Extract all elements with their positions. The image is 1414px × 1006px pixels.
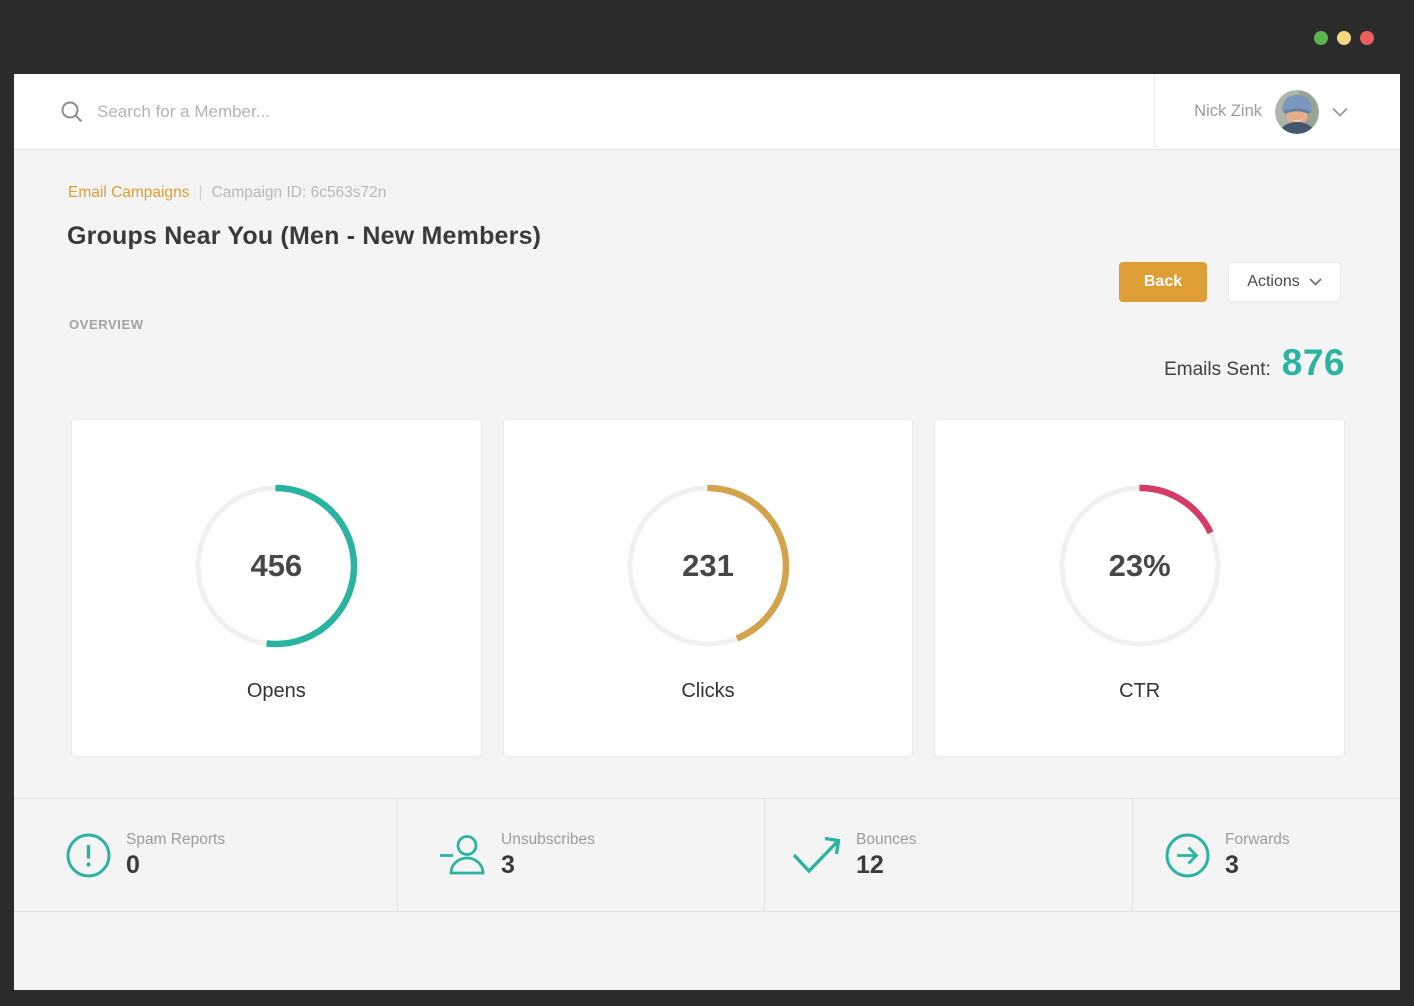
clicks-value: 231 [682,548,734,583]
arrow-right-circle-icon [1165,833,1210,878]
emails-sent-label: Emails Sent: [1164,359,1271,380]
emails-sent-value: 876 [1281,342,1345,383]
opens-value: 456 [250,548,303,583]
page-title: Groups Near You (Men - New Members) [67,222,542,250]
stat-label: Unsubscribes [501,830,595,848]
stat-value: 3 [1225,850,1239,879]
user-minus-icon [438,833,486,877]
breadcrumb: Email Campaigns | Campaign ID: 6c563s72n [68,184,386,202]
avatar [1275,89,1319,134]
traffic-lights [1314,31,1374,45]
gauge-card-clicks: 231 Clicks [502,419,914,757]
gauge-card-opens: 456 Opens [71,419,482,757]
traffic-light-red-icon[interactable] [1360,31,1374,45]
stat-unsubscribes: Unsubscribes 3 [398,799,765,911]
user-menu[interactable]: Nick Zink [1154,74,1400,149]
back-button[interactable]: Back [1119,262,1207,302]
breadcrumb-campaign-id: Campaign ID: 6c563s72n [211,184,387,201]
stat-label: Bounces [856,830,917,848]
gauge-cards: 456 Opens 231 Clicks [71,419,1346,757]
stat-forwards: Forwards 3 [1133,799,1400,911]
stat-label: Forwards [1225,830,1290,848]
stat-value: 0 [126,850,140,879]
clicks-label: Clicks [681,680,735,702]
opens-gauge: 456 [192,482,360,650]
actions-button-label: Actions [1247,273,1300,290]
ctr-label: CTR [1119,680,1161,702]
overview-section-label: OVERVIEW [69,317,144,332]
stats-strip: Spam Reports 0 Unsubscribes 3 [14,798,1400,912]
opens-label: Opens [246,680,306,702]
stat-value: 3 [501,850,515,879]
stat-label: Spam Reports [126,830,226,848]
user-name: Nick Zink [1194,102,1262,120]
actions-row: Back Actions [1119,262,1341,302]
topbar: Nick Zink [14,74,1400,150]
emails-sent: Emails Sent: 876 [1164,342,1345,384]
ctr-value: 23% [1108,548,1171,583]
gauge-card-ctr: 23% CTR [934,419,1346,757]
bounce-arrow-icon [791,834,841,876]
chevron-down-icon [1332,107,1348,117]
breadcrumb-separator: | [198,184,203,201]
breadcrumb-email-campaigns[interactable]: Email Campaigns [68,184,190,201]
stat-value: 12 [856,850,884,879]
actions-button[interactable]: Actions [1228,262,1341,302]
traffic-light-yellow-icon[interactable] [1337,31,1351,45]
ctr-gauge: 23% [1056,482,1224,650]
traffic-light-green-icon[interactable] [1314,31,1328,45]
stat-spam-reports: Spam Reports 0 [14,799,398,911]
search-input[interactable] [97,101,657,122]
search-icon [60,100,84,124]
clicks-gauge: 231 [624,482,792,650]
app-window: Nick Zink [14,74,1400,990]
stat-bounces: Bounces 12 [765,799,1133,911]
alert-circle-icon [66,833,111,878]
chevron-down-icon [1309,278,1322,286]
